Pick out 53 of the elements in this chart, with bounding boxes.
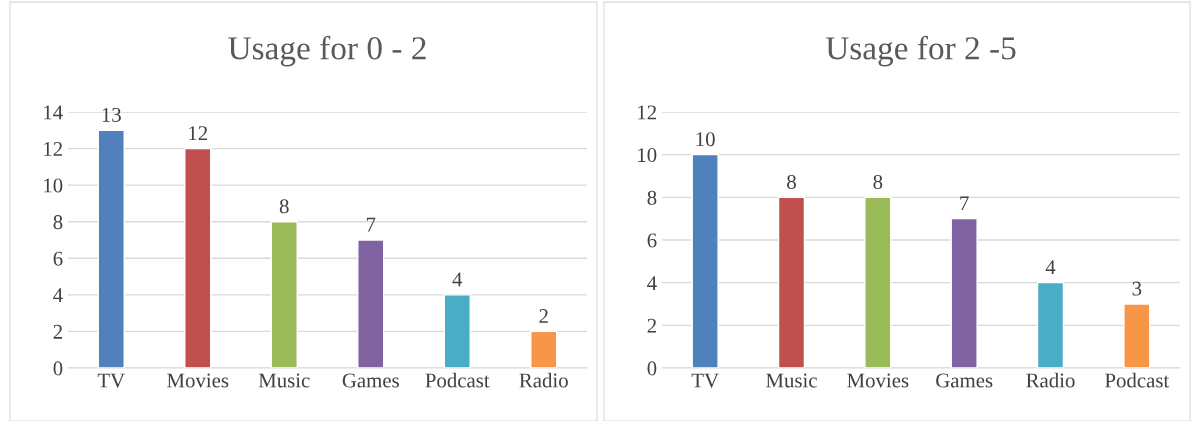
data-label: 10	[696, 132, 715, 147]
y-tick-label: 6	[647, 233, 657, 248]
bar	[691, 153, 719, 368]
y-tick-label: 12	[44, 142, 62, 156]
data-label: 3	[1132, 281, 1142, 296]
x-tick-label: Podcast	[1105, 372, 1170, 388]
y-tick-label: 2	[647, 318, 656, 333]
data-label: 8	[873, 174, 883, 189]
data-label: 8	[787, 174, 796, 189]
data-label: 13	[102, 107, 121, 122]
y-tick-label: 4	[53, 288, 63, 303]
x-tick-label: Movies	[847, 373, 909, 388]
y-tick-label: 4	[647, 276, 657, 290]
bar	[777, 196, 806, 368]
y-tick-label: 0	[647, 361, 657, 376]
y-tick-label: 10	[44, 178, 63, 193]
x-tick-label: Movies	[167, 373, 229, 388]
data-label: 12	[189, 126, 208, 140]
x-tick-label: Music	[766, 373, 817, 388]
bar	[270, 221, 298, 368]
y-tick-label: 6	[53, 251, 63, 266]
y-tick-label: 0	[53, 361, 63, 376]
x-tick-label: TV	[691, 373, 719, 388]
y-tick-label: 2	[53, 324, 62, 339]
data-label: 4	[452, 272, 463, 287]
data-label: 8	[279, 199, 289, 214]
chart-title: Usage for 2 -5	[825, 35, 1016, 67]
data-label: 2	[539, 309, 548, 323]
bar	[950, 217, 978, 368]
y-tick-label: 14	[44, 105, 63, 120]
bar	[530, 330, 558, 368]
data-label: 4	[1045, 260, 1056, 275]
data-label: 7	[960, 196, 969, 211]
y-tick-label: 8	[53, 215, 63, 230]
x-tick-label: Games	[936, 373, 993, 388]
chart-title: Usage for 0 - 2	[228, 35, 426, 67]
bar	[1123, 303, 1151, 368]
bar	[443, 294, 471, 368]
data-label: 7	[366, 217, 376, 232]
y-tick-label: 10	[638, 148, 657, 163]
x-tick-label: Radio	[1026, 372, 1075, 388]
x-tick-label: Music	[258, 373, 310, 388]
bar	[357, 239, 385, 368]
bar	[1036, 281, 1065, 368]
x-tick-label: Radio	[519, 372, 568, 388]
y-tick-label: 8	[647, 190, 657, 205]
bar	[864, 196, 892, 368]
bar	[97, 129, 125, 368]
bar	[184, 147, 212, 368]
x-tick-label: Games	[342, 373, 399, 388]
x-tick-label: Podcast	[425, 372, 490, 388]
y-tick-label: 12	[638, 105, 656, 120]
x-tick-label: TV	[97, 373, 125, 388]
